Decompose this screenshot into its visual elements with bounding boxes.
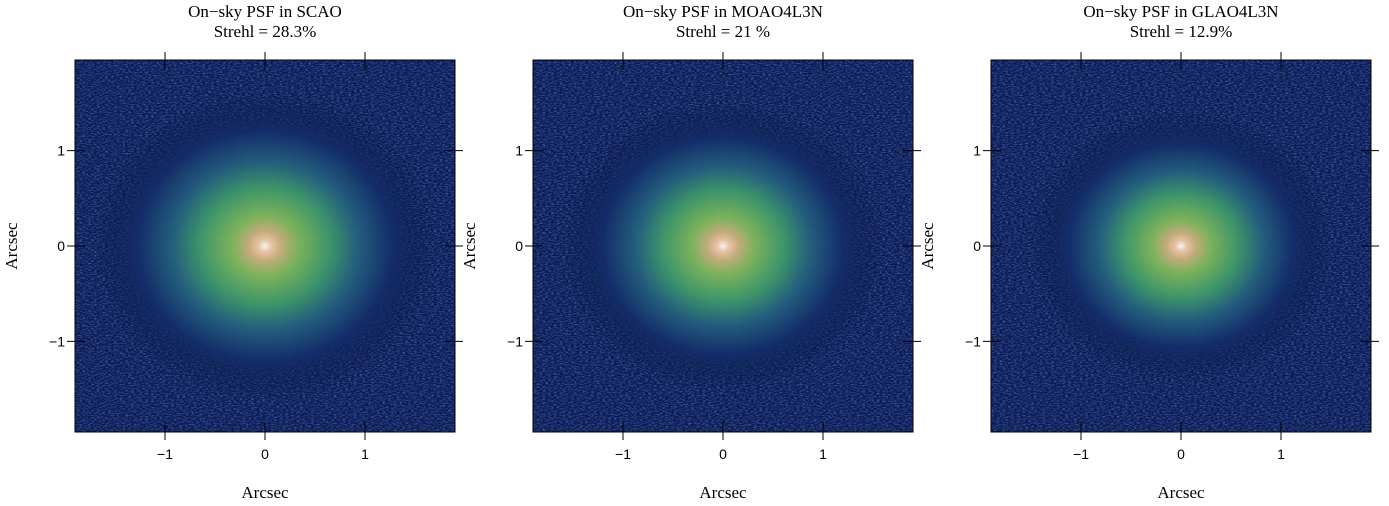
x-tick-label: −1: [157, 446, 173, 462]
x-axis-label: Arcsec: [241, 483, 289, 502]
subtitle: Strehl = 12.9%: [1130, 22, 1233, 41]
title: On−sky PSF in MOAO4L3N: [623, 2, 823, 21]
y-tick-label: 0: [973, 238, 981, 254]
y-axis-label: Arcsec: [918, 222, 937, 270]
x-tick-label: 1: [819, 446, 827, 462]
x-tick-label: 0: [1177, 446, 1185, 462]
x-axis-label: Arcsec: [699, 483, 747, 502]
y-tick-label: 0: [57, 238, 65, 254]
subtitle: Strehl = 28.3%: [214, 22, 317, 41]
x-tick-label: 1: [361, 446, 369, 462]
x-tick-label: 1: [1277, 446, 1285, 462]
y-tick-label: 1: [57, 143, 65, 159]
y-tick-label: 1: [973, 143, 981, 159]
subtitle: Strehl = 21 %: [676, 22, 770, 41]
y-axis-label: Arcsec: [460, 222, 479, 270]
y-axis-label: Arcsec: [2, 222, 21, 270]
y-tick-label: 1: [515, 143, 523, 159]
x-tick-label: 0: [261, 446, 269, 462]
y-tick-label: 0: [515, 238, 523, 254]
title: On−sky PSF in SCAO: [188, 2, 342, 21]
y-tick-label: −1: [507, 333, 523, 349]
x-axis-label: Arcsec: [1157, 483, 1205, 502]
y-tick-label: −1: [965, 333, 981, 349]
psf-halo: [1031, 111, 1331, 381]
x-tick-label: −1: [615, 446, 631, 462]
y-tick-label: −1: [49, 333, 65, 349]
x-tick-label: 0: [719, 446, 727, 462]
psf-halo: [563, 102, 883, 390]
psf-halo: [95, 93, 435, 399]
x-tick-label: −1: [1073, 446, 1089, 462]
title: On−sky PSF in GLAO4L3N: [1083, 2, 1278, 21]
